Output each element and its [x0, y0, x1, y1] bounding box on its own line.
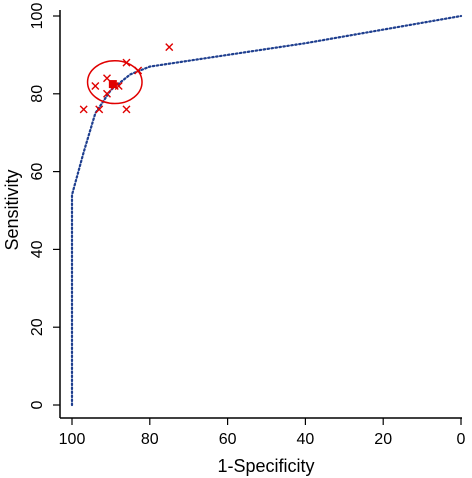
study-point-marker	[122, 58, 131, 67]
y-tick-label: 0	[29, 400, 46, 409]
study-point-marker	[91, 82, 100, 91]
y-tick-label: 40	[29, 240, 46, 258]
study-point-stroke	[134, 66, 143, 75]
study-point-marker	[79, 105, 88, 114]
axes-layer: 0 20 40 60 80 100 100 80 60 40 20 0	[29, 3, 466, 448]
study-point-stroke	[95, 105, 104, 114]
y-tick-label: 100	[29, 3, 46, 30]
y-tick-label: 80	[29, 85, 46, 103]
study-point-stroke	[103, 89, 112, 98]
y-axis-title: Sensitivity	[2, 169, 22, 250]
study-point-marker	[95, 105, 104, 114]
y-tick-label: 60	[29, 163, 46, 181]
study-point-stroke	[165, 43, 174, 52]
x-tick-label: 0	[457, 431, 466, 448]
study-point-stroke	[91, 82, 100, 91]
sroc-curve-line	[70, 14, 463, 407]
study-point-marker	[134, 66, 143, 75]
x-tick-label: 100	[59, 431, 86, 448]
study-point-marker	[103, 89, 112, 98]
curve-layer	[70, 14, 463, 407]
study-point-marker	[165, 43, 174, 52]
study-point-stroke	[79, 105, 88, 114]
study-point-stroke	[122, 105, 131, 114]
summary-point-marker	[108, 80, 117, 89]
x-tick-label: 20	[374, 431, 392, 448]
x-axis-title: 1-Specificity	[217, 456, 314, 476]
study-point-stroke	[103, 74, 112, 83]
study-point-stroke	[122, 58, 131, 67]
x-tick-label: 80	[141, 431, 159, 448]
study-point-marker	[122, 105, 131, 114]
y-tick-label: 20	[29, 318, 46, 336]
x-tick-label: 60	[219, 431, 237, 448]
x-tick-label: 40	[297, 431, 315, 448]
confidence-region-ellipse	[86, 59, 143, 105]
points-layer	[79, 43, 174, 114]
study-point-stroke	[114, 82, 123, 91]
